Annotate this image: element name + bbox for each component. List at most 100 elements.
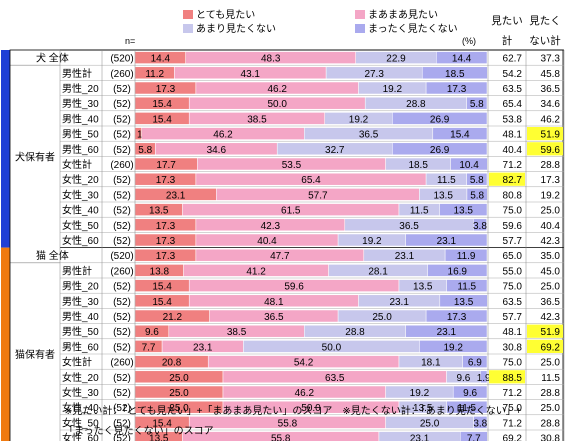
data-label: 17.3 xyxy=(156,251,176,262)
bar-segment xyxy=(459,431,488,441)
data-label: 38.5 xyxy=(227,327,247,338)
notwant-total-value: 45.8 xyxy=(541,69,561,80)
data-label: 13.5 xyxy=(454,206,474,217)
notwant-total-value: 42.3 xyxy=(541,312,561,323)
group-color-bar xyxy=(1,247,10,441)
want-total-value: 75.0 xyxy=(503,206,523,217)
row-n: (52) xyxy=(113,418,131,429)
row-label: 女性_20 xyxy=(62,371,99,384)
notwant-total-value: 25.0 xyxy=(541,403,561,414)
bar-segment xyxy=(405,324,488,338)
data-label: 55.8 xyxy=(278,418,298,429)
bar-segment xyxy=(466,188,488,201)
legend-swatch xyxy=(355,10,365,19)
row-label: 男性_40 xyxy=(62,112,99,125)
data-label: 18.1 xyxy=(421,358,441,369)
row-label: 男性_20 xyxy=(62,82,99,95)
row-label: 男性_60 xyxy=(62,340,99,353)
row-label: 男性_50 xyxy=(62,128,99,141)
data-label: 13.5 xyxy=(413,282,433,293)
bar-segment xyxy=(392,112,488,125)
row-label: 女性計 xyxy=(62,158,92,171)
notwant-total-value: 28.8 xyxy=(541,418,561,429)
data-label: 19.2 xyxy=(443,342,463,353)
notwant-total-value: 28.8 xyxy=(541,388,561,399)
data-label: 13.5 xyxy=(149,434,169,441)
group-color-bar xyxy=(1,50,10,248)
notwant-total-value: 35.0 xyxy=(541,251,561,262)
notwant-total-value: 34.6 xyxy=(541,99,561,110)
data-label: 43.1 xyxy=(241,69,261,80)
data-label: 36.5 xyxy=(359,130,379,141)
data-label: 28.8 xyxy=(345,327,365,338)
row-label: 女性_40 xyxy=(62,204,99,217)
notwant-total-value: 36.5 xyxy=(541,84,561,95)
data-label: 11.5 xyxy=(457,282,476,293)
notwant-total-value: 45.0 xyxy=(541,266,561,277)
row-n: (52) xyxy=(113,84,131,95)
row-n: (52) xyxy=(113,114,131,125)
row-label: 犬 全体 xyxy=(36,52,69,65)
highlight-cell xyxy=(527,127,563,141)
notwant-total-value: 17.3 xyxy=(541,175,561,186)
row-label: 女性計 xyxy=(62,356,92,369)
row-label: 男性_50 xyxy=(62,325,99,338)
data-label: 53.5 xyxy=(282,160,302,171)
row-n: (52) xyxy=(113,434,131,441)
data-label: 26.9 xyxy=(430,145,450,156)
data-label: 5.8 xyxy=(138,145,152,156)
data-label: 50.0 xyxy=(301,403,321,414)
bar-segment xyxy=(439,294,488,308)
data-label: 15.4 xyxy=(152,114,172,125)
data-label: 17.3 xyxy=(447,312,467,323)
data-label: 3.8 xyxy=(473,418,487,429)
want-total-value: 57.7 xyxy=(503,312,523,323)
data-label: 46.2 xyxy=(213,130,233,141)
row-n: (52) xyxy=(113,403,131,414)
row-n: (260) xyxy=(110,160,133,171)
row-label: 男性計 xyxy=(62,264,92,277)
row-n: (52) xyxy=(113,99,131,110)
data-label: 50.0 xyxy=(267,99,287,110)
want-total-value: 75.0 xyxy=(503,358,523,369)
want-total-value: 30.8 xyxy=(503,342,523,353)
data-label: 19.2 xyxy=(349,114,369,125)
row-n: (52) xyxy=(113,388,131,399)
row-n: (260) xyxy=(110,358,133,369)
bar-segment xyxy=(436,51,488,64)
want-total-value: 88.5 xyxy=(503,373,523,384)
want-total-value: 48.1 xyxy=(503,130,523,141)
bar-segment xyxy=(446,279,488,292)
notwant-total-value: 25.0 xyxy=(541,358,561,369)
data-label: 19.2 xyxy=(362,236,382,247)
data-label: 14.4 xyxy=(452,54,472,65)
data-label: 13.5 xyxy=(149,206,169,217)
summary-header: 見たく xyxy=(529,15,561,27)
notwant-total-value: 11.5 xyxy=(541,373,560,384)
footnote: ※見たい計：「とても見たい」+「まあまあ見たい」のスコア ※見たくない計：「あま… xyxy=(64,404,522,417)
n-header: n= xyxy=(125,36,135,46)
data-label: 55.8 xyxy=(271,434,291,441)
row-n: (52) xyxy=(113,236,131,247)
notwant-total-value: 28.8 xyxy=(541,160,561,171)
data-label: 13.8 xyxy=(150,266,170,277)
row-n: (52) xyxy=(113,206,131,217)
bar-segment xyxy=(439,203,488,216)
notwant-total-value: 19.2 xyxy=(541,190,561,201)
notwant-total-value: 59.6 xyxy=(541,145,561,156)
notwant-total-value: 30.8 xyxy=(541,434,561,441)
want-total-value: 69.2 xyxy=(503,434,523,441)
data-label: 19.2 xyxy=(410,388,430,399)
data-label: 47.7 xyxy=(270,251,290,262)
data-label: 40.4 xyxy=(257,236,277,247)
data-label: 15.4 xyxy=(152,99,172,110)
bar-segment xyxy=(425,309,488,323)
data-label: 23.1 xyxy=(437,327,457,338)
data-label: 25.0 xyxy=(420,418,440,429)
bar-segment xyxy=(473,416,488,429)
highlight-cell xyxy=(527,339,563,353)
data-label: 5.8 xyxy=(470,190,484,201)
data-label: 13.5 xyxy=(454,297,474,308)
highlight-cell xyxy=(527,324,563,338)
row-label: 猫 全体 xyxy=(36,249,69,262)
